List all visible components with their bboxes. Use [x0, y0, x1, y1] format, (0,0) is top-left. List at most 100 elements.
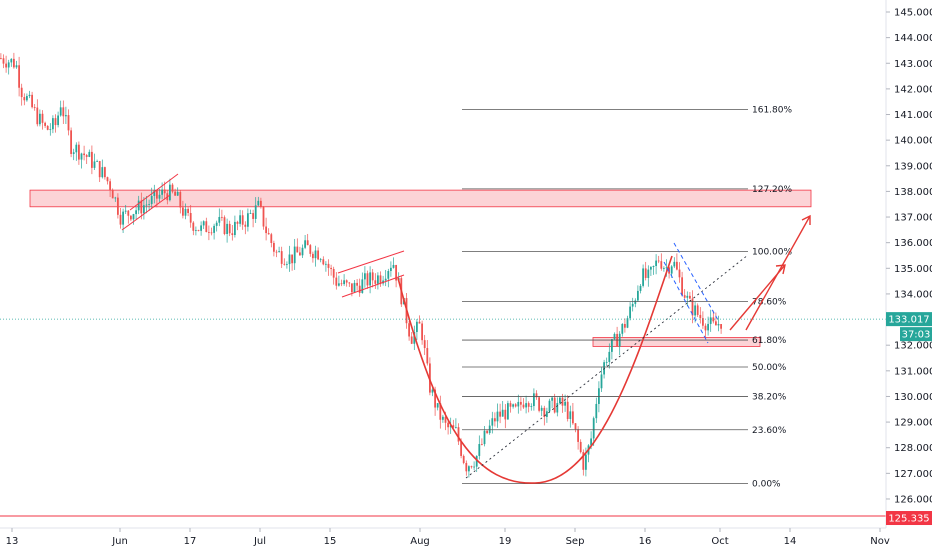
candle-body [299, 252, 301, 256]
candle-body [650, 266, 652, 270]
price-tick-label: 130.000 [894, 392, 932, 403]
candle-body [624, 323, 626, 328]
candle-body [213, 225, 215, 233]
price-tick-label: 139.000 [894, 161, 932, 172]
price-tick-label: 142.000 [894, 84, 932, 95]
candle-body [371, 272, 374, 281]
price-tick-label: 135.000 [894, 264, 932, 275]
candle-body [200, 225, 202, 231]
candle-body [286, 264, 288, 265]
candle-body [691, 298, 694, 316]
candle-body [70, 130, 72, 154]
time-tick-label: Oct [711, 536, 728, 547]
candle-body [93, 161, 96, 168]
candle-body [322, 259, 325, 265]
flag-line-lower [663, 261, 709, 344]
candle-body [387, 271, 390, 279]
candle-body [262, 206, 265, 227]
candle-body [696, 305, 699, 315]
price-axis[interactable]: 145.000 144.000 143.000 142.000 141.000 140.0… [885, 0, 932, 528]
candle-body [600, 374, 603, 389]
candle-body [436, 403, 439, 408]
fib-level-label: 38.20% [752, 392, 787, 402]
candle-body [442, 416, 444, 420]
fib-level-label: 50.00% [752, 363, 787, 373]
candle-body [689, 295, 691, 299]
candle-body [343, 280, 345, 285]
candle-body [101, 167, 104, 178]
candle-body [564, 401, 566, 406]
fib-level-label: 0.00% [752, 480, 781, 490]
candle-body [104, 167, 106, 178]
time-tick-label: Sep [566, 536, 585, 547]
candle-body [577, 429, 579, 442]
candle-body [364, 273, 366, 280]
candle-body [218, 216, 221, 223]
annotations-layer [121, 173, 811, 484]
candle-body [54, 118, 57, 126]
candle-body [158, 194, 161, 199]
candle-body [455, 427, 457, 428]
candle-body [561, 397, 564, 406]
time-tick-label: 15 [324, 536, 337, 547]
candle-body [202, 221, 205, 226]
fib-layer: 161.80% 127.20% 100.00% 78.60% 61.80% 50.00% 3… [462, 105, 792, 490]
candle-body [366, 273, 369, 286]
candle-body [179, 191, 182, 208]
candle-body [683, 295, 686, 298]
candle-body [530, 406, 533, 407]
candle-body [119, 214, 122, 225]
resistance-zone[interactable] [29, 189, 812, 208]
candle-body [109, 181, 111, 190]
candle-body [660, 261, 663, 269]
candle-body [686, 295, 689, 298]
candle-body [205, 221, 208, 233]
candle-body [306, 240, 309, 246]
candle-body [369, 272, 371, 286]
candle-body [434, 389, 436, 408]
fib-level-label: 161.80% [752, 105, 792, 115]
candle-body [720, 324, 722, 329]
candle-body [65, 115, 67, 117]
candle-body [465, 462, 468, 472]
candle-body [88, 151, 91, 157]
support-zone[interactable] [592, 337, 761, 347]
candle-body [267, 233, 270, 235]
candle-body [140, 200, 143, 214]
candle-body [210, 232, 213, 234]
candle-body [535, 393, 538, 398]
candle-body [634, 300, 637, 304]
candle-body [317, 250, 319, 260]
candle-body [509, 403, 512, 407]
candle-body [702, 318, 704, 326]
price-tick-label: 128.000 [894, 443, 932, 454]
candle-body [361, 279, 364, 293]
candle-body [226, 223, 228, 234]
price-tick-label: 140.000 [894, 136, 932, 147]
candle-body [566, 401, 569, 419]
time-tick-label: Jun [111, 536, 128, 547]
time-tick-label: 16 [639, 536, 652, 547]
candle-body [585, 454, 587, 470]
candle-body [114, 197, 117, 199]
candle-body [444, 416, 447, 423]
candle-body [7, 62, 10, 68]
candle-body [52, 118, 54, 130]
time-axis[interactable]: 13 Jun 17 Jul 15 Aug 19 Sep 16 Oct 14 Nov [0, 527, 890, 547]
candle-body [106, 177, 109, 182]
candle-body [345, 280, 348, 283]
time-tick-label: Aug [410, 536, 430, 547]
candle-body [283, 263, 286, 265]
candle-body [501, 409, 504, 417]
price-tick-label: 145.000 [894, 8, 932, 19]
candle-body [197, 230, 200, 231]
candle-body [10, 58, 13, 63]
candle-body [374, 280, 377, 284]
candle-body [174, 191, 176, 196]
candle-body [132, 214, 135, 220]
candle-body [117, 197, 119, 215]
candle-body [20, 87, 23, 98]
candle-body [655, 260, 657, 267]
candle-body [46, 125, 49, 130]
